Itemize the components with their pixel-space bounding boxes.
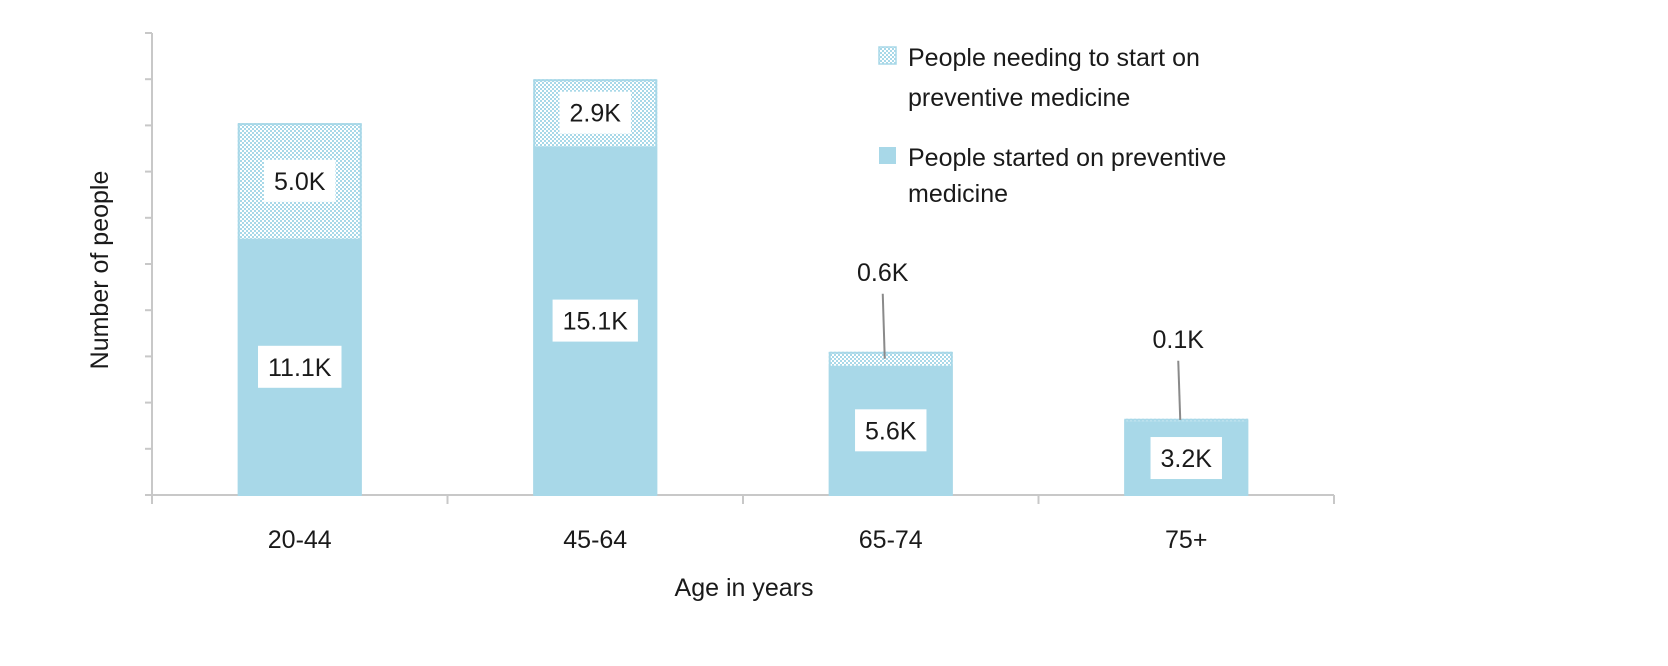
- label-needing-20-44-text: 5.0K: [274, 168, 326, 196]
- label-started-45-64-box: [552, 299, 638, 342]
- label-needing-20-44: 5.0K: [264, 159, 336, 202]
- bar-needing-65-74: [828, 351, 953, 366]
- label-needing-65-74-text: 0.6K: [857, 259, 909, 287]
- label-started-65-74-box: [855, 409, 927, 452]
- y-axis-title: Number of people: [86, 171, 114, 370]
- label-started-20-44: 11.1K: [258, 345, 342, 388]
- label-needing-20-44-box: [264, 159, 336, 202]
- x-tick-label-45-64: 45-64: [563, 526, 627, 554]
- label-needing-75+-text: 0.1K: [1153, 326, 1205, 354]
- legend-label-started: People started on preventive medicine: [908, 144, 1233, 208]
- bars: [237, 79, 1249, 496]
- label-started-20-44-text: 11.1K: [268, 354, 332, 382]
- label-needing-45-64-box: [559, 91, 631, 134]
- label-needing-65-74-box: [847, 250, 919, 293]
- bar-outline-65-74: [828, 351, 953, 496]
- label-started-45-64: 15.1K: [552, 299, 638, 342]
- data-labels: 11.1K 5.0K 15.1K 2.9K 5.6K 0.6K 3.2K 0.1K: [258, 91, 1222, 480]
- x-axis-title: Age in years: [675, 574, 814, 602]
- label-started-20-44-box: [258, 345, 342, 388]
- label-needing-65-74: 0.6K: [847, 250, 919, 293]
- label-needing-45-64: 2.9K: [559, 91, 631, 134]
- label-started-65-74-text: 5.6K: [865, 417, 917, 445]
- legend-label-needing: People needing to start on preventive me…: [908, 44, 1207, 112]
- x-tick-label-20-44: 20-44: [268, 526, 332, 554]
- label-started-75+: 3.2K: [1150, 437, 1222, 480]
- leader-line-75+: [1177, 360, 1182, 420]
- label-needing-75+-box: [1142, 317, 1214, 360]
- x-tick-labels: 20-44 45-64 65-74 75+: [268, 526, 1208, 554]
- bar-outline-45-64: [533, 79, 658, 496]
- legend-swatch-started: [879, 147, 896, 164]
- label-started-65-74: 5.6K: [855, 409, 927, 452]
- legend-swatch-needing: [878, 46, 897, 65]
- bar-outline-20-44: [237, 123, 362, 496]
- label-started-75+-text: 3.2K: [1161, 445, 1213, 473]
- label-started-75+-box: [1150, 437, 1222, 480]
- label-started-45-64-text: 15.1K: [563, 308, 629, 336]
- label-needing-45-64-text: 2.9K: [570, 100, 622, 128]
- bar-outline-75+: [1124, 418, 1249, 496]
- legend: People needing to start on preventive me…: [878, 44, 1233, 208]
- x-tick-label-65-74: 65-74: [859, 526, 923, 554]
- label-needing-75+: 0.1K: [1142, 317, 1214, 360]
- leader-line-65-74: [881, 293, 886, 359]
- x-tick-label-75+: 75+: [1165, 526, 1207, 554]
